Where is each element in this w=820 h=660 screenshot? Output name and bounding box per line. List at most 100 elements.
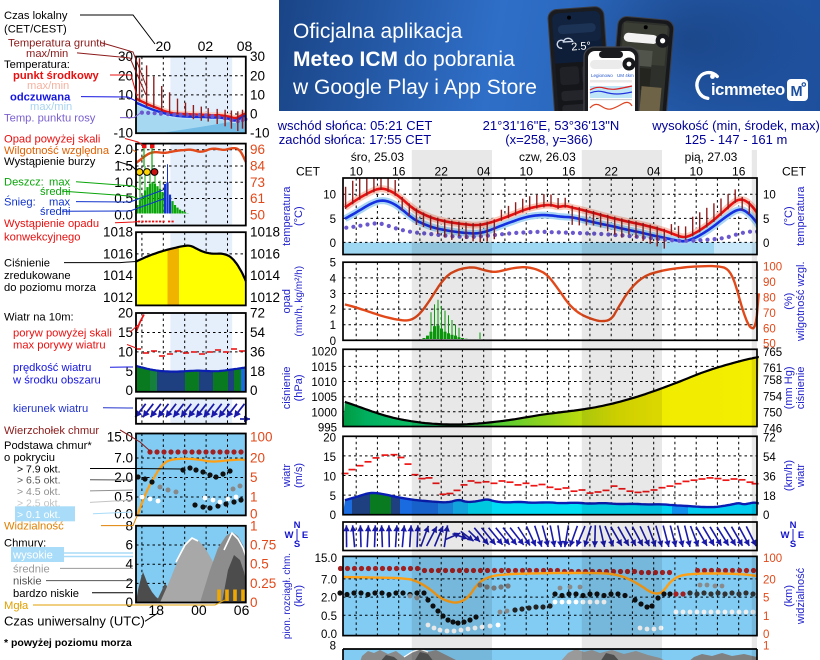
svg-text:(km): (km) xyxy=(783,585,795,607)
svg-text:20: 20 xyxy=(323,433,336,445)
svg-text:wilgotność wzgl.: wilgotność wzgl. xyxy=(795,261,807,341)
svg-text:60: 60 xyxy=(763,324,776,336)
svg-text:-10: -10 xyxy=(113,126,133,141)
svg-text:S: S xyxy=(294,539,300,550)
svg-text:Deszcz:: Deszcz: xyxy=(4,177,44,189)
svg-text:Wystąpienie opadu: Wystąpienie opadu xyxy=(4,218,99,230)
svg-text:Ciśnienie: Ciśnienie xyxy=(4,258,50,270)
svg-text:5: 5 xyxy=(330,258,336,270)
svg-text:max/min: max/min xyxy=(30,101,72,113)
svg-text:761: 761 xyxy=(763,363,782,375)
svg-text:995: 995 xyxy=(318,423,337,435)
svg-text:max porywy wiatru: max porywy wiatru xyxy=(13,340,106,352)
svg-text:4: 4 xyxy=(330,273,337,285)
svg-text:wiatr: wiatr xyxy=(795,464,807,489)
svg-text:średni: średni xyxy=(40,206,70,218)
svg-text:20: 20 xyxy=(250,451,265,466)
svg-text:> 7.9 okt.: > 7.9 okt. xyxy=(17,464,61,476)
svg-text:0: 0 xyxy=(125,107,133,122)
svg-text:Śnieg:: Śnieg: xyxy=(4,196,36,209)
svg-text:(%): (%) xyxy=(783,293,795,310)
svg-text:1012: 1012 xyxy=(250,290,280,305)
svg-text:2.0: 2.0 xyxy=(114,142,133,157)
svg-text:w środku obszaru: w środku obszaru xyxy=(12,374,101,386)
svg-text:Wystąpienie burzy: Wystąpienie burzy xyxy=(4,156,96,168)
svg-text:wiatr: wiatr xyxy=(281,464,293,489)
svg-text:zachód słońca: 17:55 CET: zachód słońca: 17:55 CET xyxy=(279,132,432,147)
svg-text:5: 5 xyxy=(763,214,769,226)
svg-text:1: 1 xyxy=(250,490,258,505)
svg-text:wschód słońca: 05:21 CET: wschód słońca: 05:21 CET xyxy=(277,118,433,133)
svg-text:3: 3 xyxy=(330,289,336,301)
svg-text:0: 0 xyxy=(763,238,769,250)
svg-text:odczuwana: odczuwana xyxy=(10,92,71,104)
svg-text:> 6.5 okt.: > 6.5 okt. xyxy=(17,475,61,487)
svg-text:niskie: niskie xyxy=(13,576,42,588)
svg-text:(km/h): (km/h) xyxy=(783,460,795,491)
svg-text:CET: CET xyxy=(782,164,807,178)
svg-text:750: 750 xyxy=(763,408,782,420)
svg-text:15: 15 xyxy=(323,452,336,464)
svg-text:-10: -10 xyxy=(250,126,270,141)
svg-text:1018: 1018 xyxy=(250,225,280,240)
svg-text:zredukowane: zredukowane xyxy=(4,270,71,282)
svg-text:10: 10 xyxy=(250,87,265,102)
svg-text:10: 10 xyxy=(118,344,133,359)
svg-text:śro, 25.03: śro, 25.03 xyxy=(351,150,405,164)
svg-text:18: 18 xyxy=(250,364,265,379)
svg-text:10: 10 xyxy=(520,164,534,178)
svg-text:do poziomu morza: do poziomu morza xyxy=(4,282,97,294)
svg-text:10: 10 xyxy=(690,164,704,178)
svg-text:10: 10 xyxy=(118,87,133,102)
svg-text:16: 16 xyxy=(732,164,746,178)
svg-text:Czas lokalny: Czas lokalny xyxy=(4,10,68,22)
svg-text:N: N xyxy=(790,520,797,531)
svg-text:0: 0 xyxy=(330,238,336,250)
svg-text:02: 02 xyxy=(198,38,214,54)
svg-text:0.0: 0.0 xyxy=(114,507,133,522)
svg-text:*: * xyxy=(4,637,9,649)
svg-text:(km): (km) xyxy=(293,585,305,607)
svg-text:0: 0 xyxy=(763,510,769,522)
svg-text:2.0: 2.0 xyxy=(114,470,133,485)
svg-text:M: M xyxy=(791,84,803,100)
svg-text:N: N xyxy=(294,520,301,531)
svg-text:1020: 1020 xyxy=(311,347,337,359)
svg-text:Mgła: Mgła xyxy=(4,600,29,612)
svg-text:1005: 1005 xyxy=(311,392,337,404)
svg-text:754: 754 xyxy=(763,391,783,403)
svg-text:20: 20 xyxy=(156,38,172,54)
svg-text:1016: 1016 xyxy=(103,246,133,261)
svg-text:1: 1 xyxy=(763,611,769,623)
svg-text:(hPa): (hPa) xyxy=(293,374,305,401)
svg-text:W: W xyxy=(285,530,294,541)
svg-text:21°31'16"E, 53°36'13"N: 21°31'16"E, 53°36'13"N xyxy=(483,118,620,133)
svg-text:15.0: 15.0 xyxy=(107,430,133,445)
svg-text:1015: 1015 xyxy=(311,362,337,374)
svg-text:2.0: 2.0 xyxy=(321,593,337,605)
svg-text:powyżej poziomu morza: powyżej poziomu morza xyxy=(11,637,132,649)
svg-text:22: 22 xyxy=(605,164,619,178)
svg-text:00: 00 xyxy=(191,602,207,618)
svg-text:746: 746 xyxy=(763,424,782,436)
svg-text:100: 100 xyxy=(763,553,782,565)
svg-text:(°C): (°C) xyxy=(293,206,305,226)
svg-text:kierunek wiatru: kierunek wiatru xyxy=(13,403,88,415)
svg-text:54: 54 xyxy=(763,452,776,464)
svg-text:max: max xyxy=(49,177,71,189)
svg-text:125 - 147 - 161 m: 125 - 147 - 161 m xyxy=(685,132,788,147)
svg-text:1014: 1014 xyxy=(103,268,134,283)
svg-text:temperatura: temperatura xyxy=(795,186,807,246)
svg-text:80: 80 xyxy=(763,293,776,305)
svg-text:średnie: średnie xyxy=(13,563,50,575)
svg-text:5: 5 xyxy=(125,364,133,379)
svg-text:20: 20 xyxy=(763,574,776,586)
svg-text:średni: średni xyxy=(40,186,70,198)
svg-text:18: 18 xyxy=(148,602,164,618)
svg-text:20: 20 xyxy=(118,68,133,83)
svg-text:prędkość wiatru: prędkość wiatru xyxy=(13,362,91,374)
svg-text:20: 20 xyxy=(250,68,265,83)
svg-text:50: 50 xyxy=(763,339,776,351)
svg-text:73: 73 xyxy=(250,175,265,190)
svg-text:Wilgotność względna: Wilgotność względna xyxy=(4,145,110,157)
